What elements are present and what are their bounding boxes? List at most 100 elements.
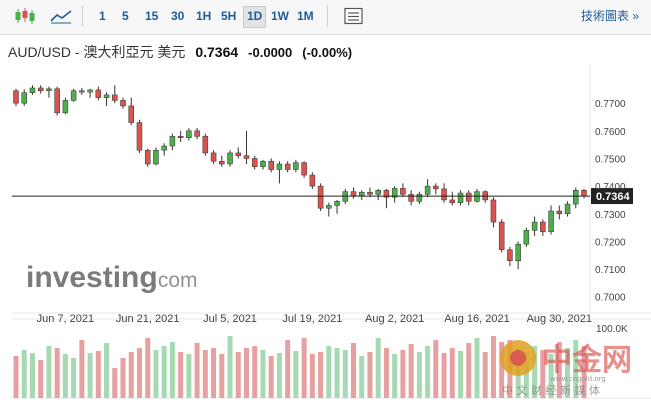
interval-5-button[interactable]: 5: [122, 9, 129, 23]
candle: [235, 147, 242, 159]
candle: [251, 155, 258, 170]
volume-bar: [499, 342, 505, 398]
candles: [13, 85, 587, 270]
candlestick-icon[interactable]: [12, 6, 38, 26]
volume-bar: [309, 354, 315, 398]
candle: [268, 158, 274, 173]
candle: [424, 179, 431, 198]
candle: [227, 150, 233, 167]
candle: [498, 219, 505, 253]
candle: [556, 205, 563, 220]
price-label-box: [591, 188, 633, 205]
volume-bar: [293, 351, 299, 398]
volume-bar: [79, 340, 85, 398]
candle: [449, 191, 456, 206]
volume-bar: [581, 346, 587, 398]
price-label-text: 0.7364: [596, 191, 631, 203]
x-tick-label: Jun 7, 2021: [37, 313, 95, 325]
volume-bar: [46, 346, 52, 398]
pair-name: AUD/USD - 澳大利亞元 美元: [8, 44, 186, 60]
candle: [169, 133, 176, 151]
candle: [564, 201, 571, 217]
volume-bar: [367, 352, 373, 398]
candle: [490, 197, 497, 228]
volume-bar: [392, 354, 398, 398]
interval-1w-button[interactable]: 1W: [271, 9, 289, 23]
candle: [194, 128, 200, 140]
candle: [507, 246, 513, 267]
volume-bar: [285, 340, 291, 398]
volume-bar: [482, 352, 488, 398]
volume-bar: [169, 342, 175, 398]
area-chart-icon[interactable]: [48, 6, 74, 26]
x-tick-label: Aug 2, 2021: [365, 313, 424, 325]
volume-bar: [268, 356, 274, 398]
candle: [548, 205, 554, 235]
candle: [408, 190, 414, 206]
candle: [276, 161, 283, 184]
volume-bar: [342, 350, 348, 398]
candle: [317, 183, 324, 211]
volume-bar: [38, 360, 44, 398]
cngold-watermark: 中金网 www.cngold.org 中 文 财 经 新 媒 体: [496, 334, 648, 400]
candle: [433, 183, 439, 195]
price-change: -0.0000: [248, 45, 293, 60]
interval-1h-button[interactable]: 1H: [196, 9, 212, 23]
volume-bar: [326, 346, 332, 398]
volume-bar: [548, 354, 554, 398]
volume-bar: [227, 336, 233, 398]
x-tick-label: Aug 30, 2021: [527, 313, 592, 325]
volume-bar: [178, 352, 184, 398]
interval-30-button[interactable]: 30: [171, 9, 185, 23]
candle: [136, 119, 143, 153]
candle: [367, 187, 373, 198]
candle: [391, 186, 398, 203]
volume-bar: [441, 353, 447, 398]
candle: [79, 87, 85, 95]
volume-bar: [474, 338, 480, 398]
volume-bar: [194, 343, 200, 398]
volume-bar: [276, 353, 282, 398]
volume-bar: [120, 358, 126, 398]
candle: [210, 150, 217, 164]
candle: [128, 97, 134, 126]
candle: [416, 191, 423, 205]
volume-bar: [211, 348, 217, 398]
volume-bar: [71, 358, 77, 398]
chart-toolbar: 1 5 15 30 1H 5H 1D 1W 1M 技術圖表 »: [0, 0, 651, 35]
current-price-line: 0.7364: [12, 188, 633, 205]
settings-panel-icon[interactable]: [341, 6, 367, 26]
interval-5h-button[interactable]: 5H: [221, 9, 237, 23]
volume-bar: [359, 356, 365, 398]
volume-bar: [540, 350, 546, 398]
interval-1d-button[interactable]: 1D: [243, 6, 267, 28]
y-axis-ticks: 0.7700 0.7600 0.7500 0.7400 0.7300 0.7200 0.71…: [595, 99, 628, 335]
candle: [573, 187, 579, 209]
volume-bar: [573, 340, 579, 398]
candle: [120, 97, 126, 109]
candle: [103, 92, 110, 106]
candle: [21, 89, 27, 106]
candle: [466, 190, 472, 206]
interval-1-button[interactable]: 1: [99, 9, 106, 23]
interval-1m-button[interactable]: 1M: [297, 9, 314, 23]
candle: [540, 219, 546, 236]
volume-bar: [153, 350, 159, 398]
volume-bar: [21, 350, 27, 398]
candle: [54, 86, 60, 116]
candle: [144, 148, 151, 167]
candle: [186, 128, 192, 141]
volume-bar: [556, 342, 562, 398]
candle: [219, 155, 225, 167]
interval-15-button[interactable]: 15: [145, 9, 159, 23]
candle: [350, 187, 357, 199]
volume-scale-label: 100.0K: [596, 324, 628, 335]
volume-bar: [104, 343, 110, 398]
technical-chart-link[interactable]: 技術圖表 »: [580, 9, 639, 23]
candle: [29, 85, 36, 95]
candle: [581, 188, 587, 199]
volume-bar: [62, 354, 68, 398]
volume-bar: [29, 353, 35, 398]
investing-logo: investing .com: [26, 261, 198, 294]
candle: [441, 183, 447, 203]
